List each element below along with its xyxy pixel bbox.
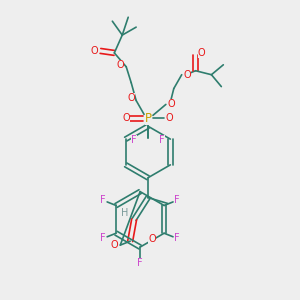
Text: O: O bbox=[184, 70, 191, 80]
Text: O: O bbox=[128, 94, 135, 103]
Text: O: O bbox=[110, 240, 118, 250]
Text: F: F bbox=[100, 195, 106, 205]
Text: H: H bbox=[121, 208, 128, 218]
Text: F: F bbox=[137, 257, 143, 268]
Text: O: O bbox=[165, 113, 172, 123]
Text: P: P bbox=[145, 112, 152, 125]
Text: O: O bbox=[168, 99, 176, 110]
Text: O: O bbox=[91, 46, 98, 56]
Text: O: O bbox=[122, 113, 130, 123]
Text: F: F bbox=[174, 233, 180, 243]
Text: O: O bbox=[116, 60, 124, 70]
Text: F: F bbox=[131, 135, 137, 145]
Text: F: F bbox=[100, 233, 106, 243]
Text: F: F bbox=[174, 195, 180, 205]
Text: F: F bbox=[159, 135, 165, 145]
Text: O: O bbox=[198, 48, 205, 58]
Text: O: O bbox=[148, 234, 156, 244]
